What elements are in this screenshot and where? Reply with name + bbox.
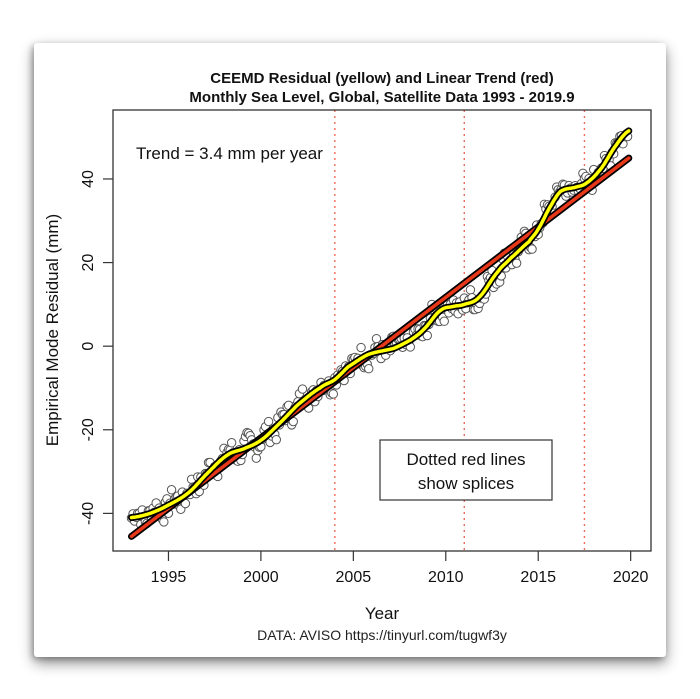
observation-point	[263, 416, 274, 427]
legend-box: Dotted red lines show splices	[379, 439, 553, 501]
x-tick-label: 2000	[243, 569, 279, 586]
observation-point	[271, 434, 282, 445]
observation-point	[356, 342, 366, 353]
x-tick-label: 2020	[613, 569, 649, 586]
observation-point	[226, 438, 237, 448]
y-tick-label: -40	[80, 502, 97, 525]
y-tick-label: 40	[80, 170, 97, 188]
legend-line-1: Dotted red lines	[406, 450, 525, 469]
observation-point	[159, 517, 169, 527]
y-tick-label: 0	[80, 342, 97, 351]
plot-frame	[112, 109, 652, 552]
residual-curve	[129, 129, 631, 520]
observation-point	[465, 285, 476, 295]
chart-subtitle: Monthly Sea Level, Global, Satellite Dat…	[189, 89, 574, 106]
observation-point	[251, 453, 261, 463]
x-tick-label: 2005	[336, 569, 372, 586]
observation-point	[511, 258, 522, 268]
x-tick-label: 2015	[520, 569, 556, 586]
data-credit: DATA: AVISO https://tinyurl.com/tugwf3y	[257, 627, 507, 643]
observation-point	[297, 384, 308, 394]
observation-point	[422, 330, 432, 341]
y-tick-label: 20	[80, 254, 97, 272]
x-tick-label: 2010	[428, 569, 464, 586]
chart-title: CEEMD Residual (yellow) and Linear Trend…	[210, 70, 553, 87]
legend-line-2: show splices	[418, 474, 514, 493]
observation-point	[166, 485, 177, 495]
y-tick-label: -20	[80, 418, 97, 441]
y-axis-label: Empirical Mode Residual (mm)	[43, 214, 62, 446]
observation-point	[439, 316, 449, 326]
observation-point	[328, 389, 339, 399]
chart-card	[34, 43, 666, 657]
x-tick-label: 1995	[151, 569, 187, 586]
x-axis-label: Year	[365, 604, 400, 623]
observation-point	[364, 364, 374, 374]
trend-annotation: Trend = 3.4 mm per year	[136, 144, 323, 163]
observation-point	[527, 244, 537, 254]
